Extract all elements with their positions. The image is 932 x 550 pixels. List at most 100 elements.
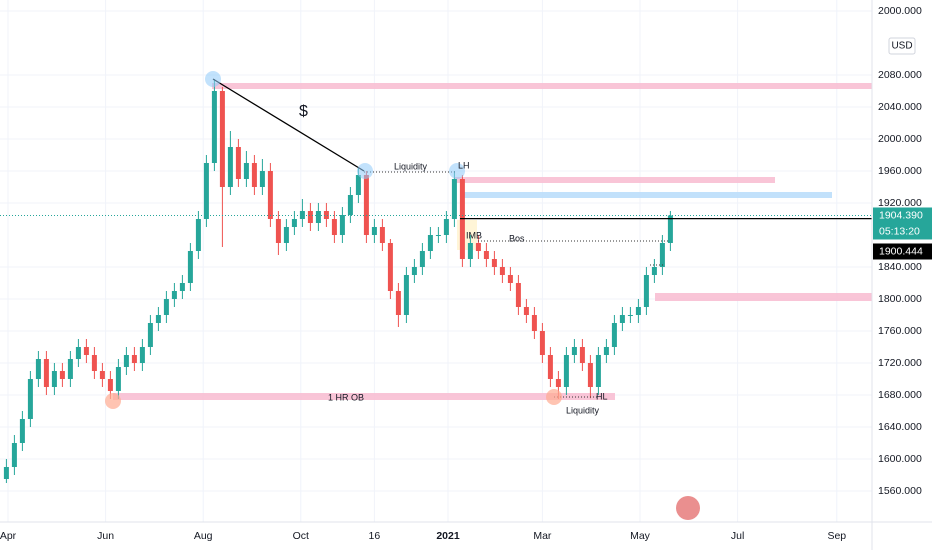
candle-body xyxy=(451,179,457,219)
candle-body xyxy=(403,275,409,315)
candle-body xyxy=(59,371,65,379)
candle-body xyxy=(35,359,41,379)
candle-body xyxy=(259,171,265,187)
supply-zone xyxy=(455,177,775,183)
y-tick-label: 1960.000 xyxy=(878,165,922,177)
x-tick-label: Apr xyxy=(0,530,17,542)
y-tick-label: 1560.000 xyxy=(878,485,922,497)
y-tick-label: 1800.000 xyxy=(878,293,922,305)
candle-body xyxy=(27,379,33,419)
candle-body xyxy=(539,331,545,355)
grid xyxy=(0,0,872,522)
logo xyxy=(676,496,700,520)
y-tick-label: 1680.000 xyxy=(878,389,922,401)
price-axis xyxy=(872,0,932,550)
annotation: Liquidity xyxy=(394,161,428,171)
last-price-badge xyxy=(873,207,932,240)
candle-body xyxy=(51,371,57,387)
candle-body xyxy=(595,355,601,387)
level-badge xyxy=(873,243,932,260)
pivot-circle xyxy=(205,71,221,87)
candle-body xyxy=(443,219,449,235)
y-tick-label: 1600.000 xyxy=(878,453,922,465)
candle-body xyxy=(107,379,113,391)
x-tick-label: 2021 xyxy=(436,530,460,542)
annotation: IMB xyxy=(466,230,482,240)
candle-body xyxy=(435,235,441,236)
candle-body xyxy=(267,171,273,219)
level-label: 1900.444 xyxy=(879,245,923,257)
y-tick-label: 2080.000 xyxy=(878,69,922,81)
annotation: HL xyxy=(596,391,608,401)
candle-body xyxy=(91,355,97,371)
candle-body xyxy=(315,211,321,223)
x-tick-label: Jul xyxy=(731,530,744,542)
candle-body xyxy=(667,215,673,243)
candle-body xyxy=(563,355,569,387)
axes: 1560.000 1600.000 1640.000 1680.000 1720.000… xyxy=(0,5,932,542)
x-tick-label: Mar xyxy=(533,530,552,542)
candle-body xyxy=(523,307,529,315)
candle-body xyxy=(387,243,393,291)
candle-body xyxy=(203,163,209,219)
demand-zone xyxy=(655,293,872,301)
candle-body xyxy=(195,219,201,251)
candle-body xyxy=(235,147,241,179)
y-tick-label: 1720.000 xyxy=(878,357,922,369)
x-tick-label: 16 xyxy=(369,530,381,542)
x-tick-label: Sep xyxy=(827,530,846,542)
y-tick-label: 1840.000 xyxy=(878,261,922,273)
candle-body xyxy=(355,175,361,195)
candle-body xyxy=(139,347,145,363)
candle-body xyxy=(347,195,353,215)
candle-body xyxy=(219,91,225,187)
currency-badge xyxy=(888,37,916,55)
candle-body xyxy=(323,211,329,219)
candle-body xyxy=(179,283,185,291)
candle-body xyxy=(331,219,337,235)
candle-body xyxy=(571,347,577,355)
annotation: LH xyxy=(458,160,470,170)
y-tick-label: 2040.000 xyxy=(878,101,922,113)
candle-body xyxy=(619,315,625,323)
candle-body xyxy=(155,315,161,323)
candle-body xyxy=(163,299,169,315)
candle-body xyxy=(515,283,521,307)
candle-body xyxy=(339,215,345,235)
candle-body xyxy=(411,267,417,275)
candle-body xyxy=(419,251,425,267)
trend-line xyxy=(212,78,365,172)
annotation: $ xyxy=(299,103,308,120)
candle-body xyxy=(579,347,585,363)
pivot-circle xyxy=(449,163,465,179)
candle-body xyxy=(83,347,89,355)
candle-body xyxy=(99,371,105,379)
candle-body xyxy=(531,315,537,331)
candle-body xyxy=(283,227,289,243)
candle-body xyxy=(123,355,129,367)
y-tick-label: 1640.000 xyxy=(878,421,922,433)
candle-body xyxy=(371,227,377,235)
candle-body xyxy=(491,259,497,267)
candle-body xyxy=(131,355,137,363)
candle-body xyxy=(147,323,153,347)
pivot-circle xyxy=(357,163,373,179)
annotation: 1 HR OB xyxy=(328,392,364,402)
candle-body xyxy=(363,175,369,235)
candle-body xyxy=(299,211,305,219)
annotation: Liquidity xyxy=(566,405,600,415)
candle-body xyxy=(587,363,593,387)
candle-body xyxy=(275,219,281,243)
candle-body xyxy=(307,211,313,223)
y-tick-label: 2000.000 xyxy=(878,5,922,17)
candle-body xyxy=(499,267,505,275)
candles xyxy=(0,79,872,483)
candle-body xyxy=(243,163,249,179)
x-tick-label: May xyxy=(630,530,651,542)
imbalance-zone xyxy=(460,192,832,198)
candle-body xyxy=(251,163,257,187)
candle-body xyxy=(379,227,385,243)
candle-body xyxy=(467,243,473,259)
